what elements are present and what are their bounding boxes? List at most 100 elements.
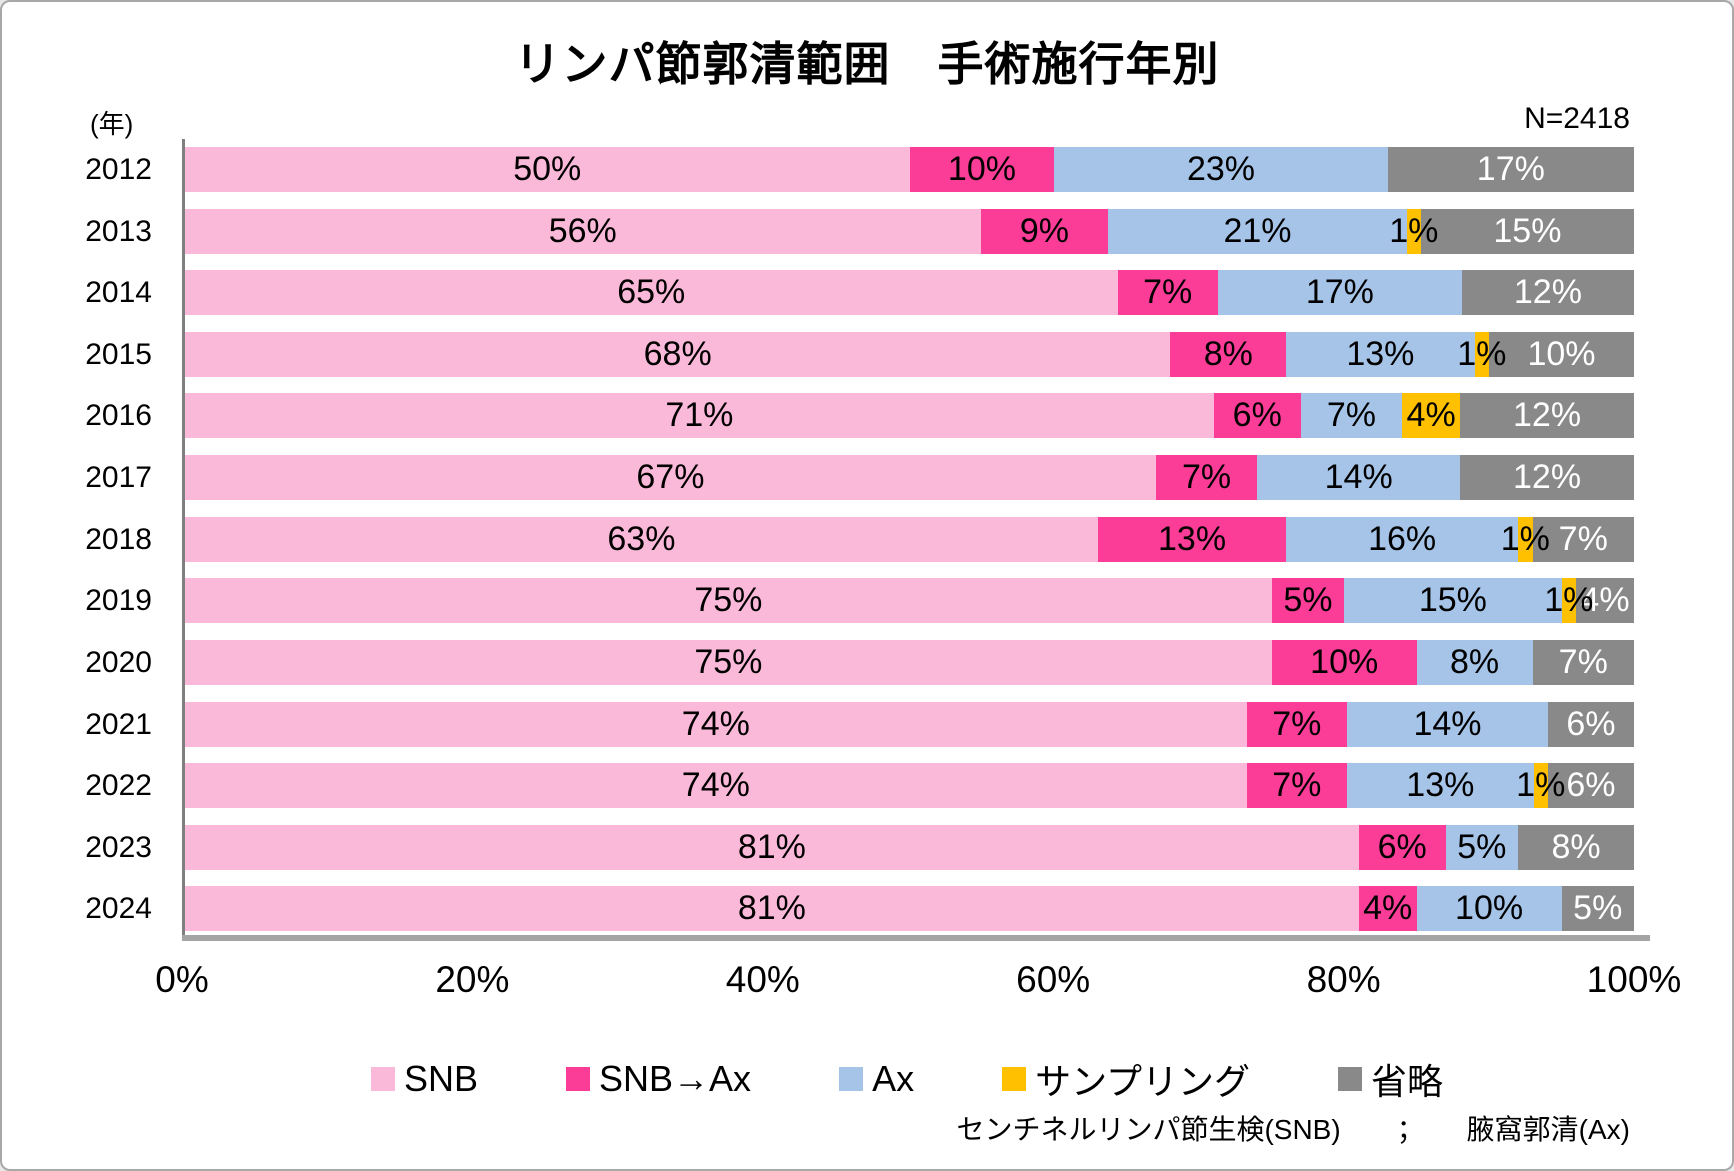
stacked-bar: 56% 9% 21% 1% 15% xyxy=(185,208,1634,254)
bar-segment-省略: 7% xyxy=(1532,639,1634,685)
category-label: 2014 xyxy=(85,276,152,310)
category-label: 2015 xyxy=(85,337,152,371)
category-label: 2022 xyxy=(85,769,152,803)
bar-segment-SNB→Ax: 4% xyxy=(1358,886,1417,932)
bar-segment-SNB: 63% xyxy=(185,516,1098,562)
bar-segment-Ax: 21% xyxy=(1108,208,1407,254)
sample-size-label: N=2418 xyxy=(1524,102,1630,135)
bar-segment-サンプリング: 1% xyxy=(1457,331,1506,377)
bar-segment-SNB: 75% xyxy=(185,578,1272,624)
stacked-bar: 65% 7% 17% 12% xyxy=(185,270,1634,316)
category-label: 2013 xyxy=(85,214,152,248)
category-label: 2017 xyxy=(85,461,152,495)
data-label: 23% xyxy=(1186,150,1256,188)
bar-segment-省略: 12% xyxy=(1460,455,1634,501)
data-label: 7% xyxy=(1558,642,1608,681)
data-label: 7% xyxy=(1326,396,1376,435)
legend-item-SNB→Ax: SNB→Ax xyxy=(566,1058,751,1100)
bar-segment-サンプリング: 1% xyxy=(1501,516,1550,562)
bar-segment-SNB→Ax: 7% xyxy=(1246,701,1348,747)
bar-segment-省略: 5% xyxy=(1561,886,1634,932)
data-label: 81% xyxy=(737,889,806,928)
bar-segment-Ax: 8% xyxy=(1416,639,1533,685)
legend: SNB SNB→Ax Ax サンプリング 省略 xyxy=(2,1055,1732,1103)
bar-segment-SNB→Ax: 7% xyxy=(1155,455,1258,501)
bar-segment-省略: 10% xyxy=(1489,331,1634,377)
data-label: 14% xyxy=(1324,458,1393,497)
stacked-bar: 81% 6% 5% 8% xyxy=(185,824,1634,870)
category-label: 2020 xyxy=(85,645,152,679)
data-label: 15% xyxy=(1418,581,1487,620)
bar-segment-SNB→Ax: 6% xyxy=(1358,824,1446,870)
bar-segment-SNB→Ax: 7% xyxy=(1246,763,1348,809)
data-label: 74% xyxy=(681,704,750,743)
x-axis-tick-label: 100% xyxy=(1586,959,1682,1000)
bar-segment-SNB: 74% xyxy=(185,763,1247,809)
bar-segment-省略: 17% xyxy=(1387,147,1634,192)
category-label: 2024 xyxy=(85,892,152,926)
legend-swatch-icon xyxy=(566,1067,591,1091)
data-label: 5% xyxy=(1573,889,1623,928)
bar-segment-SNB: 65% xyxy=(185,270,1118,316)
category-label: 2016 xyxy=(85,399,152,433)
data-label: 7% xyxy=(1272,766,1322,805)
bar-segment-SNB→Ax: 9% xyxy=(980,208,1109,254)
data-label: 56% xyxy=(548,211,617,250)
chart-title: リンパ節郭清範囲 手術施行年別 xyxy=(514,38,1220,90)
data-label: 17% xyxy=(1476,150,1545,188)
chart-row-2013: 2013 56% 9% 21% 1% 15% xyxy=(2,208,1732,254)
data-label: 67% xyxy=(636,458,705,497)
data-label: 13% xyxy=(1158,519,1227,558)
data-label: 4% xyxy=(1580,581,1630,620)
data-label: 10% xyxy=(1310,642,1379,681)
stacked-bar: 63% 13% 16% 1% 7% xyxy=(185,516,1634,562)
stacked-bar: 74% 7% 13% 1% 6% xyxy=(185,763,1634,809)
bar-segment-SNB→Ax: 6% xyxy=(1213,393,1301,439)
data-label: 5% xyxy=(1283,581,1333,620)
x-axis-tick-label: 60% xyxy=(1016,959,1091,1000)
bar-segment-SNB: 71% xyxy=(185,393,1214,439)
data-label: 7% xyxy=(1272,704,1322,743)
category-label: 2021 xyxy=(85,707,152,741)
category-label: 2012 xyxy=(85,153,152,186)
data-label: 8% xyxy=(1203,334,1253,373)
data-label: 13% xyxy=(1346,334,1415,373)
legend-swatch-icon xyxy=(1338,1067,1362,1091)
data-label: 6% xyxy=(1232,396,1282,435)
data-label: 4% xyxy=(1406,396,1456,435)
bar-segment-Ax: 14% xyxy=(1347,701,1548,747)
data-label: 12% xyxy=(1513,396,1582,435)
data-label: 7% xyxy=(1181,458,1232,497)
data-label: 10% xyxy=(947,150,1016,188)
data-label: 75% xyxy=(694,581,763,620)
x-axis-tick-label: 40% xyxy=(725,959,800,1000)
stacked-bar: 68% 8% 13% 1% 10% xyxy=(185,331,1634,377)
bar-segment-SNB→Ax: 10% xyxy=(909,147,1055,192)
legend-item-SNB: SNB xyxy=(370,1058,478,1100)
legend-label: SNB→Ax xyxy=(599,1058,752,1099)
bar-segment-サンプリング: 1% xyxy=(1516,763,1565,809)
data-label: 7% xyxy=(1143,273,1193,312)
data-label: 5% xyxy=(1457,827,1507,866)
bar-segment-SNB→Ax: 7% xyxy=(1117,270,1218,316)
stacked-bar: 50% 10% 23% 17% xyxy=(185,147,1634,192)
data-label: 15% xyxy=(1493,211,1562,250)
stacked-bar: 71% 6% 7% 4% 12% xyxy=(185,393,1634,439)
bar-segment-SNB→Ax: 10% xyxy=(1271,639,1417,685)
data-label: 8% xyxy=(1450,642,1500,681)
bar-segment-Ax: 5% xyxy=(1445,824,1519,870)
data-label: 6% xyxy=(1566,766,1616,805)
chart-row-2021: 2021 74% 7% 14% 6% xyxy=(2,701,1732,747)
chart-row-2015: 2015 68% 8% 13% 1% 10% xyxy=(2,331,1732,377)
legend-item-サンプリング: サンプリング xyxy=(1002,1053,1250,1105)
data-label: 14% xyxy=(1413,704,1482,743)
bar-segment-サンプリング: 1% xyxy=(1544,578,1593,624)
bar-segment-Ax: 16% xyxy=(1286,516,1519,562)
bar-segment-Ax: 15% xyxy=(1344,578,1562,624)
stacked-bar: 74% 7% 14% 6% xyxy=(185,701,1634,747)
legend-label: Ax xyxy=(872,1058,915,1099)
legend-swatch-icon xyxy=(1002,1067,1027,1091)
bar-segment-省略: 6% xyxy=(1547,763,1634,809)
chart-row-2012: 2012 50% 10% 23% 17% xyxy=(2,147,1732,192)
